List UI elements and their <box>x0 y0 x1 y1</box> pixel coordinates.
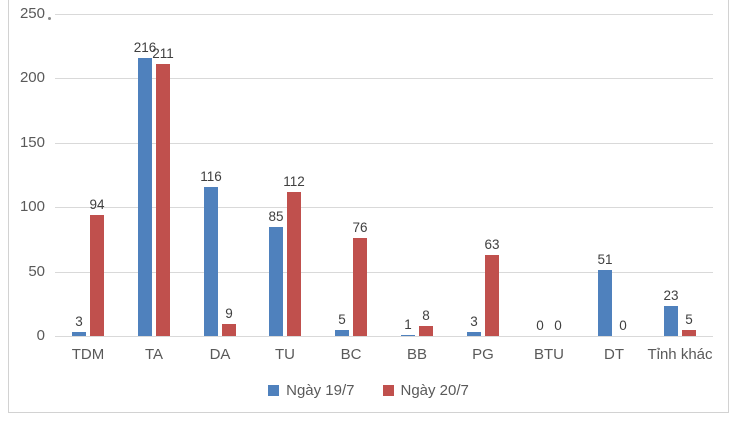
bar-value-label: 0 <box>554 318 562 333</box>
y-axis-tick-label: 0 <box>36 327 45 344</box>
bar-value-label: 94 <box>89 197 105 212</box>
bar-value-label: 0 <box>536 318 544 333</box>
y-axis-tick-label: 150 <box>19 134 45 151</box>
x-category-label: BC <box>340 346 362 363</box>
bar-value-label: 8 <box>422 308 430 323</box>
bar-series2-TA <box>156 64 170 336</box>
bar-series2-TDM <box>90 215 104 336</box>
x-category-label: DT <box>604 346 624 363</box>
bar-series2-TU <box>287 192 301 336</box>
bar-series1-TDM <box>72 332 86 336</box>
chart-border-right <box>728 0 729 413</box>
gridline <box>55 207 713 208</box>
chart-legend: Ngày 19/7 Ngày 20/7 <box>8 382 729 399</box>
gridline <box>55 143 713 144</box>
x-category-label: PG <box>472 346 494 363</box>
bar-value-label: 3 <box>470 314 478 329</box>
bar-value-label: 23 <box>663 288 679 303</box>
bar-series1-BB <box>401 335 415 336</box>
bar-series1-TA <box>138 58 152 336</box>
y-axis-tick-label: 100 <box>19 198 45 215</box>
gridline <box>55 14 713 15</box>
bar-value-label: 51 <box>597 252 613 267</box>
x-category-label: TU <box>275 346 295 363</box>
bar-value-label: 63 <box>484 237 500 252</box>
bar-value-label: 3 <box>75 314 83 329</box>
y-axis-tick-label: 50 <box>28 263 45 280</box>
bar-value-label: 5 <box>685 312 693 327</box>
legend-item: Ngày 19/7 <box>268 382 355 399</box>
bar-series1-DA <box>204 187 218 336</box>
legend-item: Ngày 20/7 <box>382 382 469 399</box>
x-category-label: DA <box>209 346 231 363</box>
bar-series1-BC <box>335 330 349 336</box>
bar-value-label: 0 <box>619 318 627 333</box>
gridline <box>55 78 713 79</box>
bar-value-label: 216 <box>133 40 157 55</box>
bar-series2-BC <box>353 238 367 336</box>
gridline <box>55 336 713 337</box>
gridline <box>55 272 713 273</box>
x-category-label: BB <box>406 346 427 363</box>
bar-series1-PG <box>467 332 481 336</box>
bar-series1-Tỉnh khác <box>664 306 678 336</box>
bar-series2-DA <box>222 324 236 336</box>
bar-series1-DT <box>598 270 612 336</box>
bar-value-label: 112 <box>283 174 305 189</box>
chart-border-bottom <box>8 412 729 413</box>
stray-dot <box>48 17 51 20</box>
bar-value-label: 76 <box>352 220 368 235</box>
x-category-label: TDM <box>71 346 105 363</box>
legend-label: Ngày 19/7 <box>286 382 355 399</box>
bar-value-label: 85 <box>268 209 284 224</box>
bar-series2-BB <box>419 326 433 336</box>
x-category-label: Tỉnh khác <box>647 346 713 363</box>
y-axis-tick-label: 200 <box>19 69 45 86</box>
y-axis-tick-label: 250 <box>19 5 45 22</box>
bar-value-label: 9 <box>225 306 233 321</box>
legend-swatch-icon <box>382 385 394 396</box>
x-category-label: BTU <box>534 346 564 363</box>
bar-value-label: 211 <box>152 46 174 61</box>
bar-value-label: 5 <box>338 312 346 327</box>
bar-value-label: 1 <box>404 317 412 332</box>
bar-series1-TU <box>269 227 283 336</box>
bar-value-label: 116 <box>200 169 222 184</box>
legend-label: Ngày 20/7 <box>400 382 469 399</box>
x-category-label: TA <box>144 346 164 363</box>
legend-swatch-icon <box>268 385 280 396</box>
bar-series2-PG <box>485 255 499 336</box>
chart-border-left <box>8 0 9 413</box>
bar-series2-Tỉnh khác <box>682 330 696 336</box>
